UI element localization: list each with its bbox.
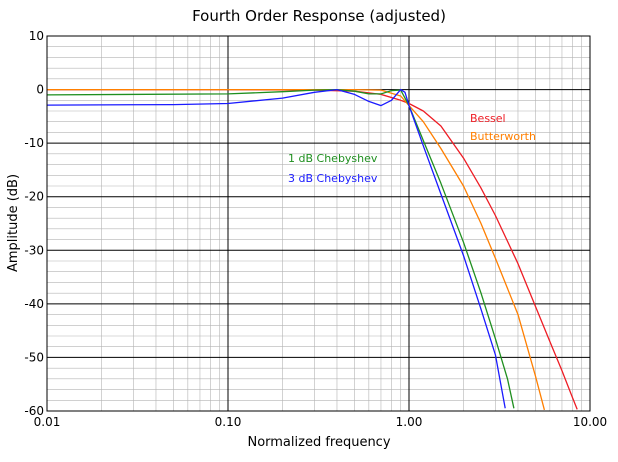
chart-title: Fourth Order Response (adjusted) xyxy=(192,7,446,25)
series-layer xyxy=(47,88,578,411)
x-tick-label: 0.10 xyxy=(215,415,242,429)
y-tick-label: -40 xyxy=(24,297,44,311)
x-axis-label: Normalized frequency xyxy=(247,435,390,450)
series-label-1-db-chebyshev: 1 dB Chebyshev xyxy=(288,152,378,165)
series-label-bessel: Bessel xyxy=(470,112,506,125)
x-tick-label: 1.00 xyxy=(396,415,423,429)
y-tick-label: -50 xyxy=(24,350,44,364)
series-label-3-db-chebyshev: 3 dB Chebyshev xyxy=(288,172,378,185)
series-line-3-db-chebyshev xyxy=(47,88,506,409)
x-tick-label: 0.01 xyxy=(34,415,61,429)
y-tick-label: -10 xyxy=(24,136,44,150)
x-tick-label: 10.00 xyxy=(573,415,607,429)
y-tick-label: -20 xyxy=(24,190,44,204)
y-tick-label: 10 xyxy=(29,29,44,43)
series-label-butterworth: Butterworth xyxy=(470,130,536,143)
grid xyxy=(46,35,591,412)
y-axis-label: Amplitude (dB) xyxy=(6,174,21,272)
y-tick-label: -60 xyxy=(24,404,44,418)
plot-frame xyxy=(46,35,591,412)
series-line-1-db-chebyshev xyxy=(47,88,515,409)
y-tick-label: -30 xyxy=(24,243,44,257)
y-tick-label: 0 xyxy=(36,83,44,97)
tick-layer: 0.01 0.10 1.00 10.00 10 0 -10 -20 -30 -40 -50 -60 xyxy=(24,29,607,429)
series-labels: Bessel Butterworth 1 dB Chebyshev 3 dB Cheb… xyxy=(288,112,536,185)
